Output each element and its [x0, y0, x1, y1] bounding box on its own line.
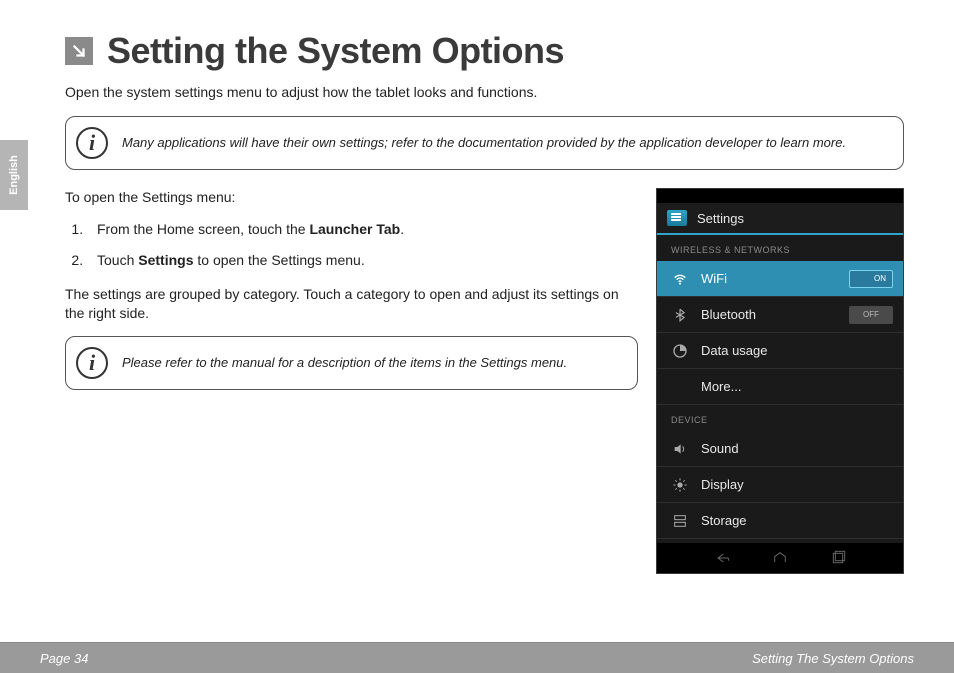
page-number: Page 34: [40, 651, 88, 666]
settings-row-more[interactable]: More...: [657, 369, 903, 405]
note-text-1: Many applications will have their own se…: [122, 134, 846, 152]
phone-header-title: Settings: [697, 211, 744, 226]
step-2: Touch Settings to open the Settings menu…: [87, 251, 638, 271]
more-label: More...: [701, 379, 893, 394]
language-tab: English: [0, 140, 28, 210]
blank-icon: [671, 378, 689, 396]
settings-row-bluetooth[interactable]: Bluetooth OFF: [657, 297, 903, 333]
bluetooth-toggle[interactable]: OFF: [849, 306, 893, 324]
settings-row-wifi[interactable]: WiFi ON: [657, 261, 903, 297]
page-footer: Page 34 Setting The System Options: [0, 643, 954, 673]
info-icon: i: [76, 347, 108, 379]
arrow-down-right-icon: [65, 37, 93, 65]
back-icon[interactable]: [712, 550, 732, 566]
steps-list: From the Home screen, touch the Launcher…: [87, 220, 638, 271]
section-wireless: WIRELESS & NETWORKS: [657, 235, 903, 261]
display-label: Display: [701, 477, 893, 492]
display-icon: [671, 476, 689, 494]
phone-screenshot: Settings WIRELESS & NETWORKS WiFi ON: [656, 188, 904, 574]
phone-header: Settings: [657, 203, 903, 235]
datausage-label: Data usage: [701, 343, 893, 358]
settings-sliders-icon: [667, 210, 687, 226]
note-box-1: i Many applications will have their own …: [65, 116, 904, 170]
settings-row-display[interactable]: Display: [657, 467, 903, 503]
sound-label: Sound: [701, 441, 893, 456]
wifi-toggle[interactable]: ON: [849, 270, 893, 288]
wifi-icon: [671, 270, 689, 288]
footer-title: Setting The System Options: [752, 651, 914, 666]
grouped-text: The settings are grouped by category. To…: [65, 285, 638, 324]
note-text-2: Please refer to the manual for a descrip…: [122, 354, 567, 372]
step-1: From the Home screen, touch the Launcher…: [87, 220, 638, 240]
settings-row-sound[interactable]: Sound: [657, 431, 903, 467]
home-icon[interactable]: [770, 550, 790, 566]
settings-row-storage[interactable]: Storage: [657, 503, 903, 539]
phone-statusbar: [657, 189, 903, 203]
columns: To open the Settings menu: From the Home…: [65, 188, 904, 574]
recent-icon[interactable]: [828, 550, 848, 566]
section-device: DEVICE: [657, 405, 903, 431]
left-column: To open the Settings menu: From the Home…: [65, 188, 638, 408]
right-column: Settings WIRELESS & NETWORKS WiFi ON: [656, 188, 904, 574]
open-settings-text: To open the Settings menu:: [65, 188, 638, 208]
data-usage-icon: [671, 342, 689, 360]
phone-nav-bar: [657, 543, 903, 573]
bluetooth-label: Bluetooth: [701, 307, 837, 322]
note-box-2: i Please refer to the manual for a descr…: [65, 336, 638, 390]
sound-icon: [671, 440, 689, 458]
info-icon: i: [76, 127, 108, 159]
wifi-label: WiFi: [701, 271, 837, 286]
bluetooth-icon: [671, 306, 689, 324]
page-title: Setting the System Options: [107, 30, 564, 72]
heading-row: Setting the System Options: [65, 30, 904, 72]
document-page: English Setting the System Options Open …: [0, 0, 954, 673]
storage-icon: [671, 512, 689, 530]
language-label: English: [8, 155, 20, 195]
storage-label: Storage: [701, 513, 893, 528]
intro-text: Open the system settings menu to adjust …: [65, 84, 904, 100]
content-area: Setting the System Options Open the syst…: [0, 0, 954, 574]
settings-row-datausage[interactable]: Data usage: [657, 333, 903, 369]
